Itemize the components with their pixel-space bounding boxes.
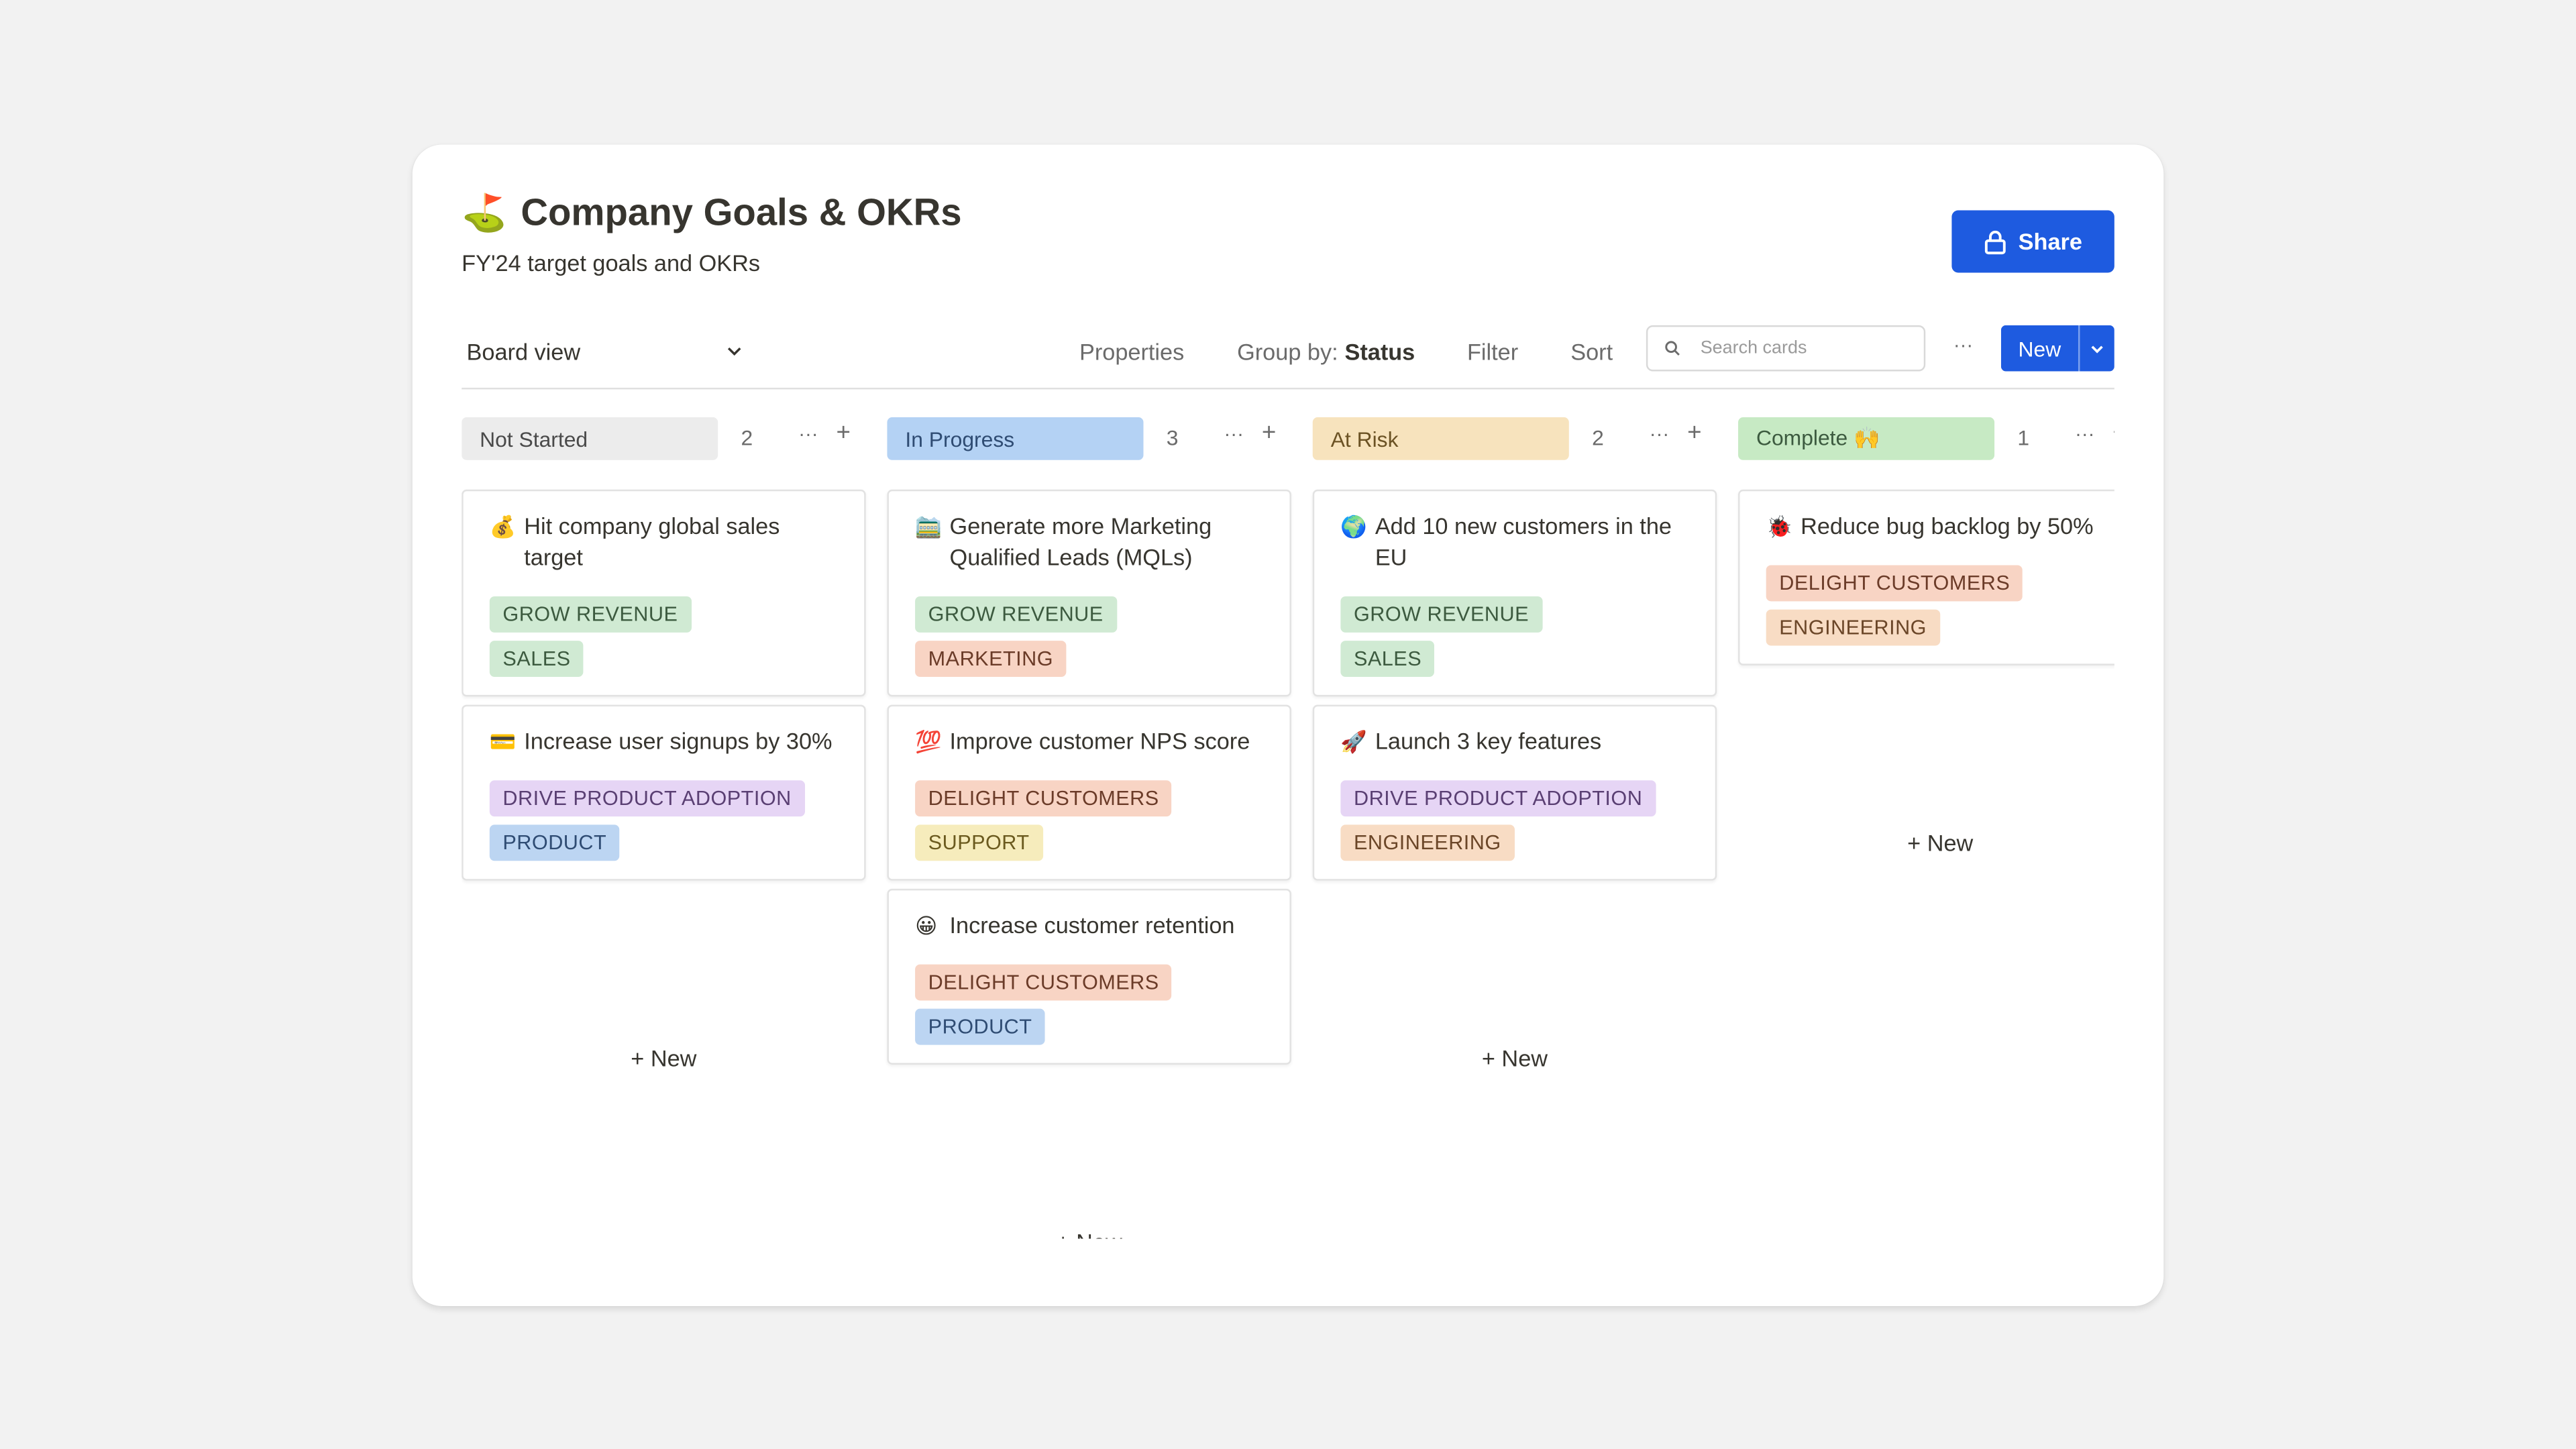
page-title: Company Goals & OKRs xyxy=(521,191,962,233)
status-pill[interactable]: In Progress xyxy=(887,417,1144,460)
kanban-board: Not Started 2 ··· + 💰 Hit company global … xyxy=(462,417,2114,1239)
group-by-label: Group by: xyxy=(1237,338,1338,365)
board-panel: ⛳️ Company Goals & OKRs FY'24 target goa… xyxy=(412,144,2164,1306)
card-title: Increase user signups by 30% xyxy=(524,727,833,755)
page-header: ⛳️ Company Goals & OKRs xyxy=(462,191,961,235)
card[interactable]: 💰 Hit company global sales target GROW RE… xyxy=(462,489,866,697)
column-more-button[interactable]: ··· xyxy=(798,422,818,445)
share-label: Share xyxy=(2018,228,2082,255)
card-title: Improve customer NPS score xyxy=(949,727,1250,755)
column-add-button[interactable]: + xyxy=(2112,419,2114,447)
add-new-card-button[interactable]: + New xyxy=(631,1044,697,1071)
tag: ENGINEERING xyxy=(1340,824,1515,861)
tag: SUPPORT xyxy=(915,824,1043,861)
add-new-card-button[interactable]: + New xyxy=(1907,829,1974,856)
column-add-button[interactable]: + xyxy=(836,419,851,447)
view-selector[interactable]: Board view xyxy=(466,338,743,365)
properties-button[interactable]: Properties xyxy=(1079,338,1185,365)
card[interactable]: 💳 Increase user signups by 30% DRIVE PROD… xyxy=(462,704,866,881)
group-by-value: Status xyxy=(1344,338,1415,365)
new-button-group: New xyxy=(2000,325,2114,372)
search-input[interactable] xyxy=(1697,337,1901,360)
column-header: At Risk 2 ··· + xyxy=(1312,417,1717,460)
card[interactable]: 🌍 Add 10 new customers in the EU GROW REV… xyxy=(1312,489,1717,697)
card[interactable]: 🐞 Reduce bug backlog by 50% DELIGHT CUSTO… xyxy=(1738,489,2114,665)
new-dropdown-button[interactable] xyxy=(2080,325,2114,372)
column-header: In Progress 3 ··· + xyxy=(887,417,1291,460)
tag: DELIGHT CUSTOMERS xyxy=(915,964,1173,1001)
column-count: 1 xyxy=(2017,425,2030,451)
tag: SALES xyxy=(1340,641,1435,677)
sort-button[interactable]: Sort xyxy=(1570,338,1613,365)
group-by-button[interactable]: Group by: Status xyxy=(1237,338,1415,364)
tag: ENGINEERING xyxy=(1766,609,1940,646)
lock-icon xyxy=(1984,229,2005,254)
chevron-down-icon xyxy=(2091,345,2103,353)
more-options-button[interactable]: ··· xyxy=(1953,333,1974,357)
card-title: Reduce bug backlog by 50% xyxy=(1801,513,2094,539)
column-add-button[interactable]: + xyxy=(1687,419,1702,447)
share-button[interactable]: Share xyxy=(1951,210,2114,273)
column-count: 3 xyxy=(1166,425,1179,451)
column-complete: Complete 🙌 1 ··· + 🐞 Reduce bug backlog b… xyxy=(1738,417,2114,856)
search-box xyxy=(1646,325,1926,372)
card-title: Launch 3 key features xyxy=(1375,727,1602,755)
tag: DELIGHT CUSTOMERS xyxy=(915,780,1173,817)
status-pill[interactable]: At Risk xyxy=(1312,417,1569,460)
view-label: Board view xyxy=(466,338,581,365)
add-new-card-button[interactable]: + New xyxy=(1481,1044,1548,1071)
card[interactable]: 😀 Increase customer retention DELIGHT CUS… xyxy=(887,888,1291,1065)
column-header: Not Started 2 ··· + xyxy=(462,417,865,460)
add-new-card-button[interactable]: + New xyxy=(887,1229,1291,1239)
credit-card-icon: 💳 xyxy=(489,729,517,755)
hundred-points-icon: 💯 xyxy=(915,729,942,755)
tag: PRODUCT xyxy=(915,1008,1046,1045)
column-at-risk: At Risk 2 ··· + 🌍 Add 10 new customers in… xyxy=(1312,417,1717,1071)
tag: DELIGHT CUSTOMERS xyxy=(1766,565,2023,602)
money-bag-icon: 💰 xyxy=(489,514,517,539)
card[interactable]: 🚞 Generate more Marketing Qualified Leads… xyxy=(887,489,1291,697)
column-count: 2 xyxy=(741,425,753,451)
globe-icon: 🌍 xyxy=(1340,514,1368,539)
tag: MARKETING xyxy=(915,641,1067,677)
chevron-down-icon xyxy=(727,347,741,356)
tag: SALES xyxy=(489,641,584,677)
tag: DRIVE PRODUCT ADOPTION xyxy=(489,780,805,817)
new-button[interactable]: New xyxy=(2000,325,2078,372)
column-more-button[interactable]: ··· xyxy=(2075,422,2095,445)
tag: GROW REVENUE xyxy=(1340,596,1542,633)
column-more-button[interactable]: ··· xyxy=(1649,422,1670,445)
tag: GROW REVENUE xyxy=(915,596,1117,633)
status-pill[interactable]: Complete 🙌 xyxy=(1738,417,1995,460)
card[interactable]: 💯 Improve customer NPS score DELIGHT CUST… xyxy=(887,704,1291,881)
tag: GROW REVENUE xyxy=(489,596,691,633)
rocket-icon: 🚀 xyxy=(1340,729,1368,755)
card-title: Hit company global sales target xyxy=(524,513,780,570)
card[interactable]: 🚀 Launch 3 key features DRIVE PRODUCT ADO… xyxy=(1312,704,1717,881)
column-in-progress: In Progress 3 ··· + 🚞 Generate more Marke… xyxy=(887,417,1291,1239)
column-header: Complete 🙌 1 ··· + xyxy=(1738,417,2114,460)
search-icon xyxy=(1665,341,1680,356)
card-title: Add 10 new customers in the EU xyxy=(1375,513,1672,570)
new-button-divider xyxy=(2078,325,2080,372)
train-icon: 🚞 xyxy=(915,514,942,539)
column-not-started: Not Started 2 ··· + 💰 Hit company global … xyxy=(462,417,866,1071)
filter-button[interactable]: Filter xyxy=(1466,338,1519,365)
status-pill[interactable]: Not Started xyxy=(462,417,718,460)
card-title: Increase customer retention xyxy=(949,912,1235,938)
board-toolbar: Board view Properties Group by: Status Fi… xyxy=(462,325,2114,390)
column-add-button[interactable]: + xyxy=(1261,419,1277,447)
column-more-button[interactable]: ··· xyxy=(1224,422,1244,445)
page-subtitle: FY'24 target goals and OKRs xyxy=(462,250,761,276)
tag: DRIVE PRODUCT ADOPTION xyxy=(1340,780,1656,817)
smiley-icon: 😀 xyxy=(915,913,938,938)
golf-flag-icon: ⛳️ xyxy=(462,191,507,233)
bug-icon: 🐞 xyxy=(1766,514,1793,539)
column-count: 2 xyxy=(1592,425,1604,451)
tag: PRODUCT xyxy=(489,824,620,861)
card-title: Generate more Marketing Qualified Leads … xyxy=(949,513,1212,570)
